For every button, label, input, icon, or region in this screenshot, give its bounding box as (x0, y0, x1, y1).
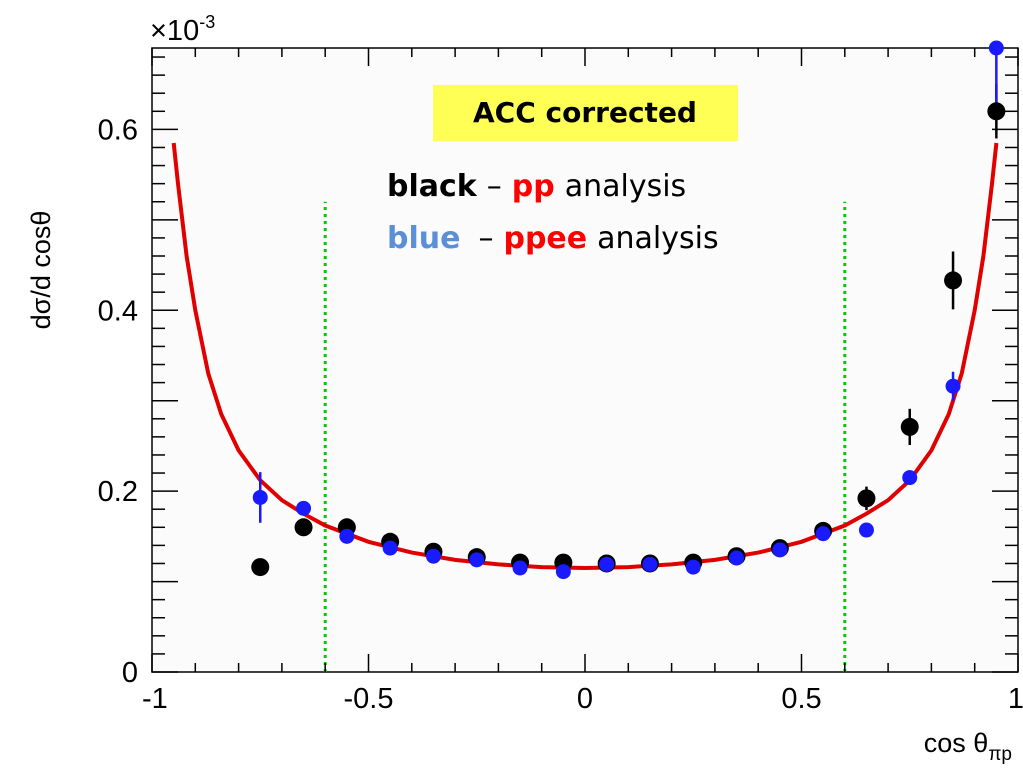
model-curve (171, 142, 999, 571)
y-exponent-times: ×10 (150, 15, 199, 47)
pp-point (857, 489, 876, 508)
y-tick-label: 0.2 (98, 476, 138, 508)
plot-area (151, 47, 1019, 673)
legend-black-rest: analysis (565, 169, 686, 204)
legend-black-word: black (387, 169, 478, 204)
acc-corrected-box (433, 85, 738, 141)
x-tick-label: -0.5 (344, 683, 394, 715)
ppee-point (382, 540, 398, 556)
ppee-point (685, 559, 701, 575)
ppee-point (902, 470, 918, 486)
ppee-point (599, 556, 615, 572)
x-tick-label: -1 (142, 683, 168, 715)
x-tick-label: 1 (1008, 683, 1023, 715)
legend-blue-dash: – (478, 221, 493, 256)
y-axis-title: dσ/d cosθ (26, 211, 56, 330)
x-axis-subscript: πp (988, 744, 1012, 765)
ppee-point (945, 378, 961, 394)
pp-point (944, 271, 963, 290)
legend-blue-rest: analysis (597, 221, 718, 256)
legend-line-black: black – pp analysis (387, 169, 686, 204)
ppee-point (642, 556, 658, 572)
acc-corrected-label: ACC corrected (473, 96, 697, 129)
y-exponent-label: ×10-3 (150, 12, 215, 47)
pp-point (251, 558, 270, 577)
legend-blue-key: ppee (503, 221, 587, 256)
x-tick-label: 0.5 (781, 683, 821, 715)
ppee-point (729, 550, 745, 566)
y-tick-label: 0 (122, 657, 138, 689)
legend-black-dash: – (487, 169, 502, 204)
ppee-point (296, 500, 312, 516)
acceptance-limits (323, 201, 847, 672)
x-tick-label: 0 (577, 683, 593, 715)
legend-blue-word: blue (387, 221, 460, 256)
pp-point (987, 102, 1006, 121)
ppee-point (858, 522, 874, 538)
x-axis-title: cos θπp (924, 728, 1012, 765)
tick-labels: -1 -0.5 0 0.5 1 0 0.2 0.4 0.6 (98, 114, 1023, 715)
ppee-point (815, 526, 831, 542)
pp-point (900, 417, 919, 436)
y-exponent-power: -3 (199, 12, 215, 32)
ppee-point (252, 489, 268, 505)
ppee-point (512, 560, 528, 576)
ppee-point (339, 528, 355, 544)
ppee-point (555, 564, 571, 580)
y-tick-label: 0.6 (98, 114, 138, 146)
legend-line-blue: blue – ppee analysis (387, 221, 719, 256)
ppee-point (988, 40, 1004, 56)
legend-black-key: pp (512, 169, 555, 204)
axis-ticks (151, 48, 1019, 673)
pp-point (294, 518, 313, 537)
y-tick-label: 0.4 (98, 295, 138, 327)
ppee-point (469, 552, 485, 568)
ppee-point (772, 542, 788, 558)
ppee-point (425, 548, 441, 564)
data-points (251, 40, 1006, 580)
